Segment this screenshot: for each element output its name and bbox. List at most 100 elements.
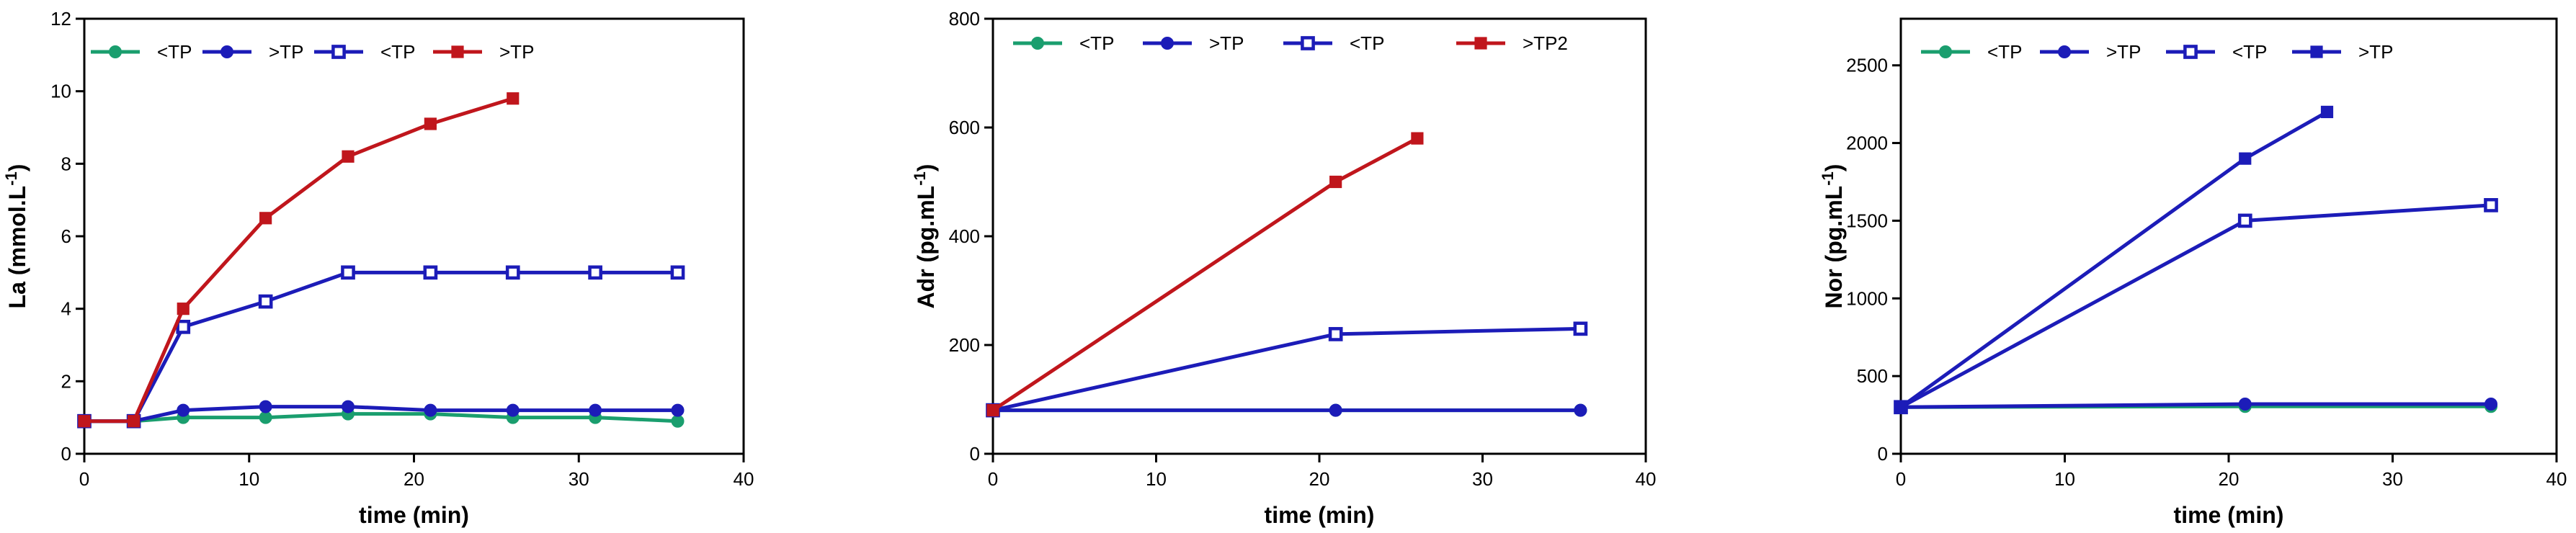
data-point <box>671 403 685 417</box>
y-tick-label: 10 <box>50 81 71 102</box>
legend-marker <box>331 45 346 59</box>
plot-frame <box>1899 17 2558 455</box>
legend-item: <TP <box>1283 32 1384 54</box>
legend-item: >TP <box>202 41 303 63</box>
series-line <box>1899 203 2492 409</box>
x-tick-label: 40 <box>2546 468 2567 490</box>
y-axis-title: Nor (pg.mL-1) <box>1819 164 1848 309</box>
data-point <box>259 411 272 424</box>
x-tick-label: 10 <box>2054 468 2075 490</box>
data-point <box>505 265 520 280</box>
legend-label: >TP2 <box>1523 32 1568 54</box>
y-tick-label: 0 <box>970 443 980 465</box>
legend-item: <TP <box>2166 41 2267 63</box>
data-point <box>1573 321 1588 336</box>
data-point <box>423 265 438 280</box>
y-tick-label: 500 <box>1857 365 1888 387</box>
legend-label: <TP <box>2232 41 2267 63</box>
y-tick-label: 12 <box>50 8 71 30</box>
legend-item: <TP <box>91 41 192 63</box>
data-point <box>2237 213 2252 228</box>
legend-marker <box>2183 45 2198 59</box>
data-point <box>342 150 355 163</box>
legend-marker <box>1301 36 1315 50</box>
data-point <box>341 265 355 280</box>
legend: <TP >TP <TP >TP2 <box>1013 32 1568 54</box>
data-point <box>78 415 91 428</box>
series-3 <box>77 265 685 429</box>
series-line <box>84 412 678 424</box>
legend-label: <TP <box>1079 32 1114 54</box>
data-point <box>259 212 272 225</box>
data-point <box>259 400 272 413</box>
x-tick-label: 10 <box>239 468 259 490</box>
x-tick-label: 0 <box>79 468 89 490</box>
series-line <box>84 97 514 424</box>
legend: <TP >TP <TP >TP <box>1921 41 2393 63</box>
series-4 <box>1894 105 2334 413</box>
legend-label: <TP <box>1350 32 1384 54</box>
legend-label: >TP <box>2358 41 2393 63</box>
series-line <box>84 270 678 424</box>
data-point <box>177 303 190 315</box>
x-tick-label: 0 <box>1896 468 1906 490</box>
data-point <box>506 403 520 417</box>
x-axis-title: time (min) <box>2174 502 2284 528</box>
data-point <box>670 265 685 280</box>
x-tick-label: 20 <box>2219 468 2239 490</box>
x-axis-title: time (min) <box>359 502 469 528</box>
data-point <box>1894 400 1907 413</box>
data-point <box>1328 327 1343 341</box>
data-point <box>671 414 685 428</box>
y-tick-label: 600 <box>949 117 980 138</box>
legend-label: >TP <box>2106 41 2141 63</box>
data-point <box>2320 105 2334 119</box>
legend-item: >TP <box>2040 41 2141 63</box>
legend-item: <TP <box>1921 41 2022 63</box>
x-tick-label: 20 <box>1309 468 1330 490</box>
data-point <box>342 400 355 413</box>
y-tick-label: 4 <box>61 298 71 320</box>
chart-panel-1: 0 10 20 30 40 0 2 4 6 8 10 12 time (min) La (mmol.L-1… <box>2 8 754 528</box>
data-point <box>986 404 999 417</box>
data-point <box>2484 397 2497 411</box>
x-tick-label: 40 <box>734 468 754 490</box>
data-point <box>588 265 602 280</box>
y-tick-label: 800 <box>949 8 980 30</box>
data-point <box>258 294 273 309</box>
x-tick-label: 40 <box>1636 468 1657 490</box>
y-tick-label: 0 <box>61 443 71 465</box>
data-point <box>507 92 520 105</box>
data-point <box>1574 403 1587 417</box>
x-axis-title: time (min) <box>1265 502 1375 528</box>
data-point <box>2484 198 2498 212</box>
series-line <box>1899 110 2328 409</box>
y-tick-label: 0 <box>1878 443 1888 465</box>
data-point <box>128 415 141 428</box>
legend-label: <TP <box>157 41 192 63</box>
y-tick-label: 200 <box>949 334 980 356</box>
legend-marker <box>1939 45 1952 58</box>
data-point <box>2239 152 2252 165</box>
series-3 <box>986 321 1588 418</box>
data-point <box>1411 132 1424 145</box>
legend-label: >TP <box>499 41 534 63</box>
x-tick-label: 10 <box>1146 468 1167 490</box>
plot-frame <box>83 17 745 455</box>
y-tick-label: 1500 <box>1846 210 1888 231</box>
data-point <box>424 117 437 130</box>
legend-marker <box>1031 37 1044 50</box>
data-point <box>2238 397 2252 411</box>
data-point <box>176 319 191 334</box>
y-tick-label: 8 <box>61 153 71 174</box>
y-axis-title: Adr (pg.mL-1) <box>911 164 940 309</box>
legend-item: >TP2 <box>1456 32 1568 54</box>
y-tick-label: 2500 <box>1846 55 1888 76</box>
legend-marker <box>220 45 233 58</box>
data-point <box>1329 403 1342 417</box>
legend-marker <box>109 45 122 58</box>
y-tick-label: 6 <box>61 225 71 247</box>
legend-label: <TP <box>380 41 415 63</box>
legend-item: >TP <box>1143 32 1244 54</box>
